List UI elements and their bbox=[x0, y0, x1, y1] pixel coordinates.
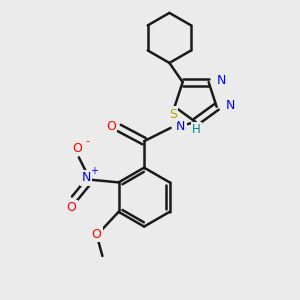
Text: S: S bbox=[169, 108, 177, 121]
Text: O: O bbox=[73, 142, 82, 155]
Text: O: O bbox=[106, 120, 116, 133]
Text: H: H bbox=[192, 123, 201, 136]
Text: O: O bbox=[92, 228, 101, 241]
Text: N: N bbox=[217, 74, 226, 87]
Text: N: N bbox=[176, 120, 185, 133]
Text: O: O bbox=[67, 201, 76, 214]
Text: N: N bbox=[226, 99, 236, 112]
Text: +: + bbox=[90, 166, 98, 176]
Text: N: N bbox=[82, 172, 91, 184]
Text: -: - bbox=[85, 136, 89, 146]
